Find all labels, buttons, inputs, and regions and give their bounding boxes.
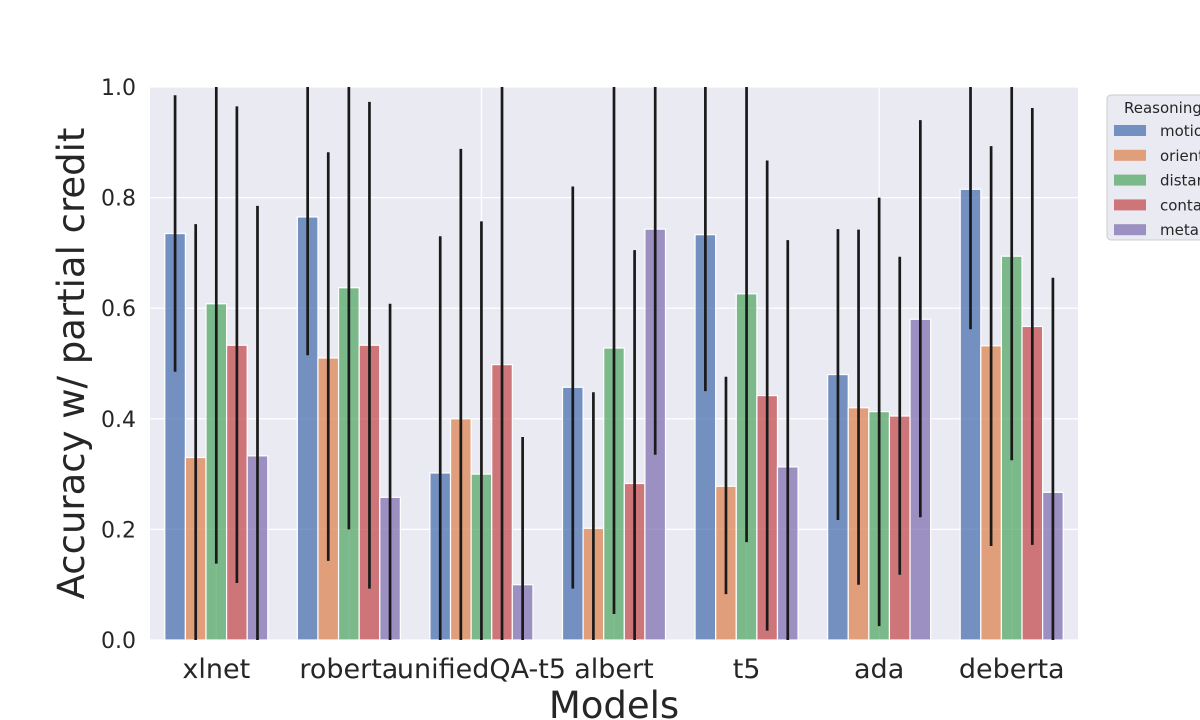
legend-swatch-orientation bbox=[1114, 149, 1146, 161]
x-tick-label: roberta bbox=[299, 654, 398, 685]
x-tick-label: t5 bbox=[733, 654, 761, 685]
x-axis-title: Models bbox=[549, 684, 679, 720]
y-tick-label: 1.0 bbox=[101, 76, 136, 101]
legend-swatch-motion bbox=[1114, 125, 1146, 136]
legend-swatch-containment bbox=[1114, 199, 1146, 211]
legend: Reasoning motio orient distar conta metap bbox=[1106, 94, 1200, 241]
x-tick-label: albert bbox=[574, 654, 653, 685]
y-tick-label: 0.6 bbox=[101, 297, 136, 322]
y-axis-ticks: 0.0 0.2 0.4 0.6 0.8 1.0 bbox=[101, 76, 136, 654]
x-tick-label: unifiedQA-t5 bbox=[397, 654, 566, 685]
x-tick-label: ada bbox=[854, 654, 904, 685]
legend-label-metaphor: metap bbox=[1160, 221, 1200, 239]
y-tick-label: 0.2 bbox=[101, 518, 136, 543]
legend-label-motion: motio bbox=[1160, 122, 1200, 140]
y-tick-label: 0.0 bbox=[101, 629, 136, 654]
legend-label-orientation: orient bbox=[1160, 147, 1200, 165]
legend-title: Reasoning bbox=[1124, 99, 1200, 117]
x-tick-label: xlnet bbox=[182, 654, 250, 685]
x-tick-label: deberta bbox=[959, 654, 1065, 685]
y-tick-label: 0.4 bbox=[101, 408, 136, 433]
legend-swatch-distance bbox=[1114, 174, 1146, 186]
y-tick-label: 0.8 bbox=[101, 187, 136, 212]
legend-label-containment: conta bbox=[1160, 196, 1200, 214]
legend-items: motio orient distar conta metap bbox=[1114, 122, 1200, 239]
legend-swatch-metaphor bbox=[1114, 224, 1146, 236]
legend-label-distance: distar bbox=[1160, 172, 1200, 190]
y-axis-title: Accuracy w/ partial credit bbox=[50, 128, 93, 600]
error-bars bbox=[173, 87, 1055, 640]
